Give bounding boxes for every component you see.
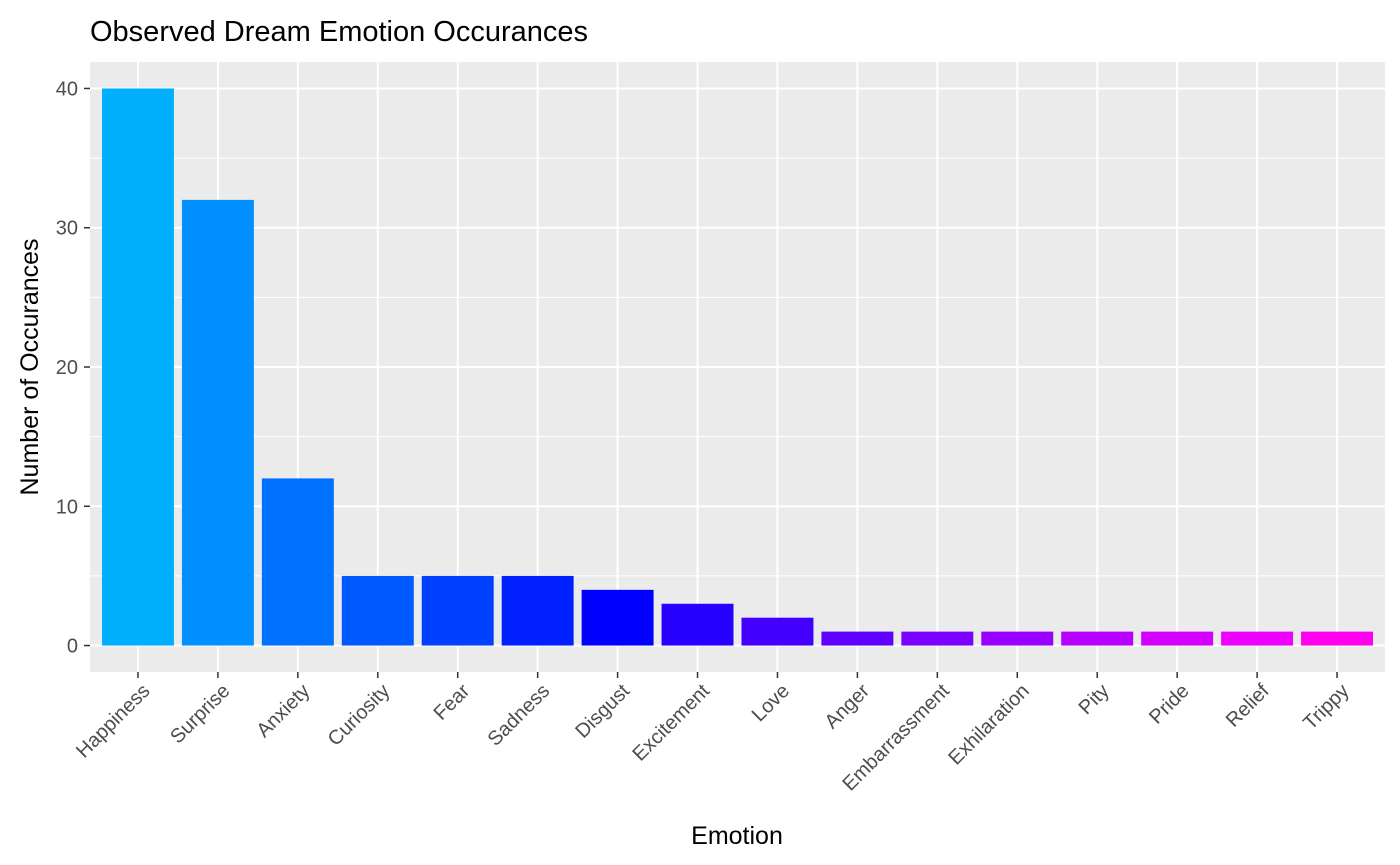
bars-group xyxy=(101,88,1374,646)
x-tick-label: Anxiety xyxy=(252,680,314,742)
x-tick-label: Trippy xyxy=(1299,680,1353,734)
y-axis-title: Number of Occurances xyxy=(16,238,44,495)
x-tick-label: Sadness xyxy=(484,680,555,751)
bar-pity xyxy=(1061,631,1134,646)
x-tick-label: Relief xyxy=(1222,680,1274,732)
bar-relief xyxy=(1221,631,1294,646)
bar-trippy xyxy=(1301,631,1374,646)
bar-curiosity xyxy=(341,575,414,646)
x-axis-title: Emotion xyxy=(691,822,783,850)
x-tick-label: Exhilaration xyxy=(944,680,1033,769)
x-tick-label: Happiness xyxy=(72,680,154,762)
y-tick-label: 30 xyxy=(56,218,78,240)
x-tick-label: Pride xyxy=(1145,680,1194,729)
x-tick-label: Anger xyxy=(821,680,875,734)
x-tick-label: Curiosity xyxy=(324,680,395,751)
x-tick-label: Love xyxy=(748,680,794,726)
y-tick-label: 40 xyxy=(56,78,78,100)
bar-love xyxy=(741,617,814,646)
y-axis-ticks: 0 10 20 30 40 xyxy=(56,78,90,658)
chart-title: Observed Dream Emotion Occurances xyxy=(90,16,588,48)
bar-sadness xyxy=(501,575,574,646)
y-tick-label: 10 xyxy=(56,496,78,518)
x-tick-label: Surprise xyxy=(166,680,234,748)
x-tick-label: Excitement xyxy=(629,680,715,766)
bar-happiness xyxy=(101,88,174,646)
bar-fear xyxy=(421,575,494,646)
bar-embarrassment xyxy=(901,631,974,646)
bar-surprise xyxy=(181,199,254,646)
y-tick-label: 20 xyxy=(56,357,78,379)
x-tick-label: Disgust xyxy=(571,680,634,743)
bar-pride xyxy=(1141,631,1214,646)
bar-exhilaration xyxy=(981,631,1054,646)
y-tick-label: 0 xyxy=(67,636,78,658)
x-tick-label: Fear xyxy=(430,680,475,725)
bar-excitement xyxy=(661,603,734,646)
x-tick-label: Pity xyxy=(1075,680,1114,719)
bar-anxiety xyxy=(261,478,334,646)
bar-disgust xyxy=(581,589,654,646)
x-axis-ticks: Happiness Surprise Anxiety Curiosity Fear Sad… xyxy=(72,672,1354,795)
bar-anger xyxy=(821,631,894,646)
